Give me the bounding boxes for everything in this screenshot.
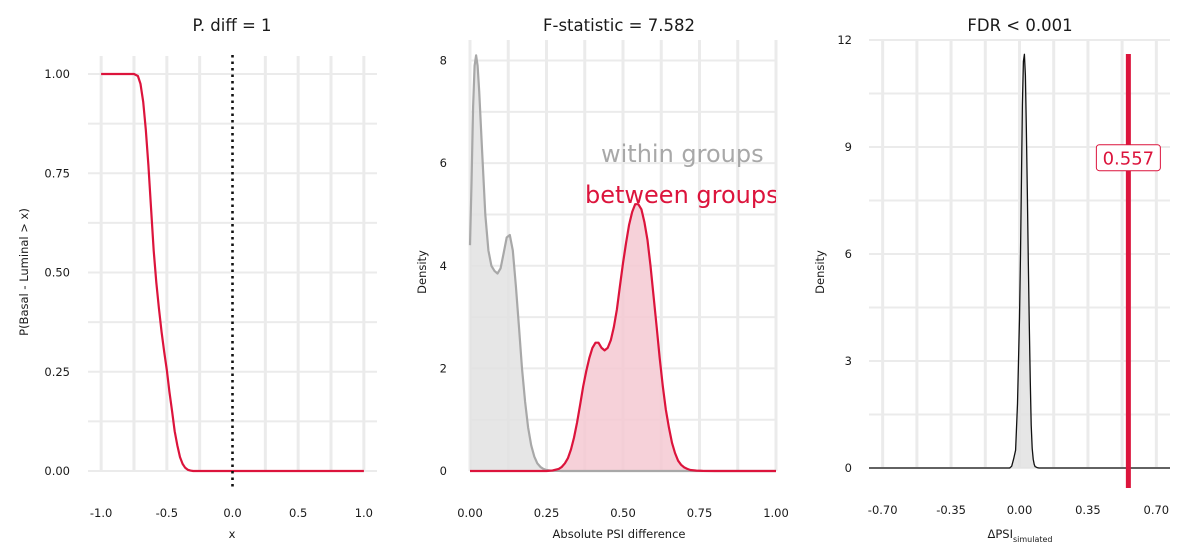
panel-2: F-statistic = 7.582 0.00 0.25 0.50 0.75 1.00… [415, 16, 789, 541]
panel-3-x-axis-label-subscript: simulated [1013, 535, 1053, 544]
between-groups-annotation: between groups [585, 181, 779, 209]
x-tick-label: 0.00 [1007, 503, 1033, 517]
x-tick-label: -0.70 [868, 503, 898, 517]
within-groups-annotation: within groups [601, 140, 764, 168]
y-tick-label: 2 [440, 361, 447, 375]
panel-1-lines [101, 55, 364, 490]
panel-3-observed: 0.557 [1095, 54, 1161, 488]
panel-2-ticks: 0.00 0.25 0.50 0.75 1.00 0 2 4 6 8 [440, 54, 789, 520]
y-tick-label: 8 [440, 54, 447, 68]
x-tick-label: 0.00 [457, 506, 483, 520]
x-tick-label: -1.0 [90, 506, 112, 520]
series-fill [470, 55, 776, 472]
panel-1-x-axis-label: x [229, 527, 236, 541]
y-tick-label: 0.25 [44, 365, 70, 379]
x-tick-label: 0.35 [1075, 503, 1101, 517]
panel-3-fills [869, 54, 1170, 469]
y-tick-label: 0.50 [44, 266, 70, 280]
x-tick-label: 0.25 [534, 506, 560, 520]
panel-3: FDR < 0.001 -0.70 -0.35 0.00 0.35 0.70 0 3 6 9 12… [813, 16, 1170, 544]
panel-2-y-axis-label: Density [415, 250, 429, 294]
panel-2-fills [470, 55, 776, 472]
y-tick-label: 0.00 [44, 464, 70, 478]
panel-3-x-axis-label: ΔPSIsimulated [987, 527, 1052, 544]
y-tick-label: 0 [845, 461, 852, 475]
panel-2-x-axis-label: Absolute PSI difference [553, 527, 686, 541]
y-tick-label: 9 [845, 140, 852, 154]
panel-3-title: FDR < 0.001 [967, 16, 1072, 35]
x-tick-label: 0.50 [610, 506, 636, 520]
series-line [470, 203, 776, 473]
x-tick-label: -0.5 [156, 506, 178, 520]
panel-3-x-axis-label-main: ΔPSI [987, 527, 1013, 541]
y-tick-label: 12 [837, 33, 852, 47]
x-tick-label: 0.70 [1144, 503, 1170, 517]
series-fill [470, 204, 776, 471]
x-tick-label: 0.75 [687, 506, 713, 520]
x-tick-label: 1.00 [763, 506, 789, 520]
y-tick-label: 6 [440, 156, 447, 170]
panel-2-lines [468, 54, 776, 473]
panel-1-title: P. diff = 1 [192, 16, 271, 35]
panel-3-lines [869, 53, 1170, 469]
panel-3-grid [869, 39, 1170, 469]
panel-2-annotations: within groups between groups [585, 140, 779, 209]
panel-1-ticks: -1.0 -0.5 0.0 0.5 1.0 0.00 0.25 0.50 0.75 1.00 [44, 67, 373, 520]
panel-3-y-axis-label: Density [813, 250, 827, 294]
x-tick-label: -0.35 [936, 503, 966, 517]
x-tick-label: 0.5 [289, 506, 307, 520]
y-tick-label: 6 [845, 247, 852, 261]
series-line [101, 72, 364, 473]
y-tick-label: 1.00 [44, 67, 70, 81]
panel-3-ticks: -0.70 -0.35 0.00 0.35 0.70 0 3 6 9 12 [837, 33, 1169, 517]
observed-value-label: 0.557 [1103, 149, 1155, 170]
y-tick-label: 0.75 [44, 166, 70, 180]
y-tick-label: 0 [440, 464, 447, 478]
panel-2-title: F-statistic = 7.582 [543, 16, 695, 35]
y-tick-label: 4 [440, 259, 447, 273]
x-tick-label: 1.0 [355, 506, 373, 520]
series-fill [869, 54, 1170, 469]
y-tick-label: 3 [845, 354, 852, 368]
x-tick-label: 0.0 [223, 506, 241, 520]
panel-1: P. diff = 1 -1.0 -0.5 0.0 0.5 1.0 0.00 0.25 0.5… [17, 16, 377, 541]
panel-1-y-axis-label: P(Basal - Luminal > x) [17, 208, 31, 336]
observed-value-label-box [1095, 144, 1161, 172]
series-line [869, 53, 1170, 469]
